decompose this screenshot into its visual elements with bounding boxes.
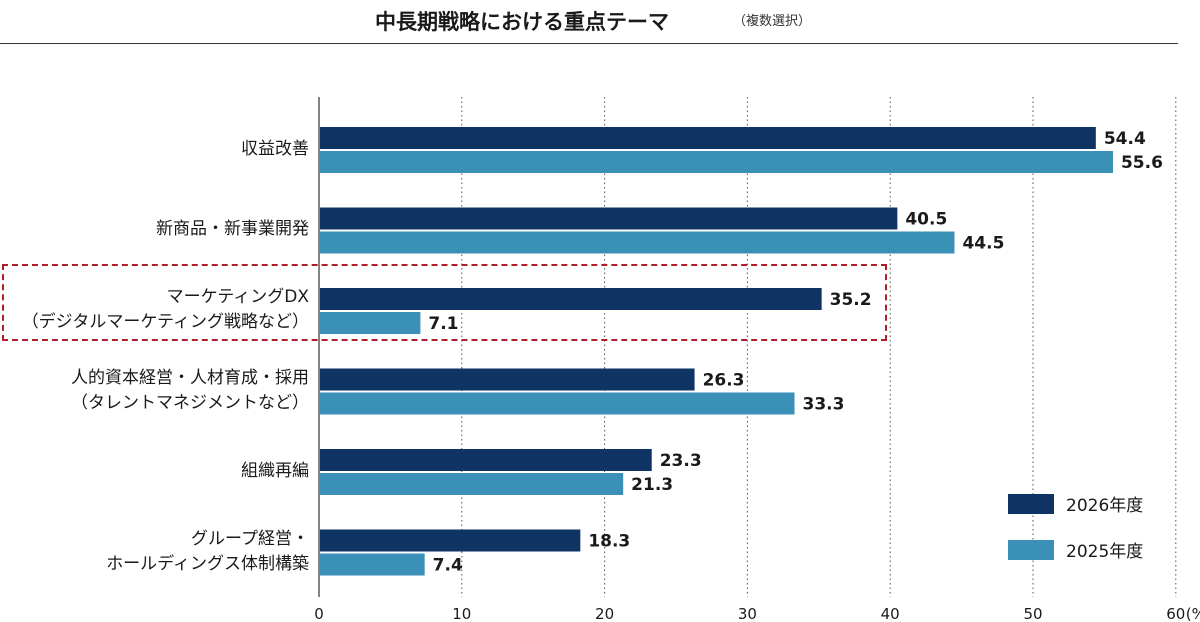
category-label-line: 組織再編 — [241, 460, 309, 481]
category-label-line: マーケティングDX — [166, 287, 309, 307]
data-label-2025-5: 7.4 — [433, 556, 463, 576]
category-label-line: グループ経営・ — [191, 528, 309, 549]
bar-2025-1 — [320, 231, 955, 254]
bar-2025-2 — [320, 312, 421, 334]
data-label-2025-2: 7.1 — [428, 314, 458, 334]
data-label-2026-2: 35.2 — [830, 290, 872, 310]
category-label-line: 人的資本経営・人材育成・採用 — [71, 367, 309, 388]
data-label-2025-3: 33.3 — [803, 395, 845, 415]
category-label-line: （デジタルマーケティング戦略など） — [21, 312, 309, 332]
category-label-2: マーケティングDX （デジタルマーケティング戦略など） — [22, 285, 309, 335]
x-tick-label-0: 0 — [314, 605, 324, 622]
data-label-2026-3: 26.3 — [703, 371, 745, 391]
category-label-line: 新商品・新事業開発 — [156, 219, 309, 239]
legend-label-2026: 2026年度 — [1066, 496, 1144, 516]
legend-swatch-2025 — [1008, 540, 1054, 560]
bar-2025-5 — [320, 553, 425, 576]
legend-label-2025: 2025年度 — [1066, 542, 1144, 562]
category-label-1: 新商品・新事業開発 — [156, 217, 309, 242]
highlight-box-marketing-dx — [2, 264, 887, 341]
bar-2026-3 — [320, 368, 695, 391]
bar-2025-3 — [320, 392, 795, 415]
data-label-2025-1: 44.5 — [962, 234, 1004, 254]
category-label-line: 収益改善 — [241, 138, 309, 159]
x-tick-label-30: 30 — [738, 605, 757, 622]
data-label-2025-0: 55.6 — [1121, 153, 1163, 173]
bar-2026-5 — [320, 529, 581, 552]
x-tick-label-50: 50 — [1023, 605, 1042, 622]
chart-subtitle: （複数選択） — [733, 14, 812, 29]
bar-2025-0 — [320, 151, 1113, 173]
category-label-line: （タレントマネジメントなど） — [71, 392, 309, 413]
category-label-5: グループ経営・ホールディングス体制構築 — [106, 527, 309, 577]
legend-swatch-2026 — [1008, 494, 1054, 514]
bar-2026-2 — [320, 288, 822, 310]
x-tick-label-20: 20 — [595, 605, 614, 622]
chart-title: 中長期戦略における重点テーマ — [375, 10, 669, 34]
category-label-3: 人的資本経営・人材育成・採用 （タレントマネジメントなど） — [71, 366, 309, 416]
data-label-2026-4: 23.3 — [660, 451, 702, 471]
chart-header: 中長期戦略における重点テーマ （複数選択） — [0, 0, 1200, 44]
x-tick-label-10: 10 — [452, 605, 471, 622]
x-axis-unit-label: (%) — [1186, 605, 1200, 622]
category-label-4: 組織再編 — [241, 459, 309, 484]
x-tick-label-40: 40 — [881, 605, 900, 622]
x-tick-label-60: 60 — [1166, 605, 1185, 622]
title-divider — [0, 43, 1178, 44]
data-label-2026-0: 54.4 — [1104, 129, 1146, 149]
bar-2026-0 — [320, 127, 1096, 149]
bar-2026-1 — [320, 207, 898, 230]
category-label-0: 収益改善 — [241, 137, 309, 162]
bar-2026-4 — [320, 449, 652, 471]
data-label-2025-4: 21.3 — [631, 475, 673, 495]
bar-2025-4 — [320, 473, 624, 495]
data-label-2026-5: 18.3 — [588, 532, 630, 552]
category-label-line: ホールディングス体制構築 — [106, 553, 309, 574]
data-label-2026-1: 40.5 — [905, 210, 947, 230]
